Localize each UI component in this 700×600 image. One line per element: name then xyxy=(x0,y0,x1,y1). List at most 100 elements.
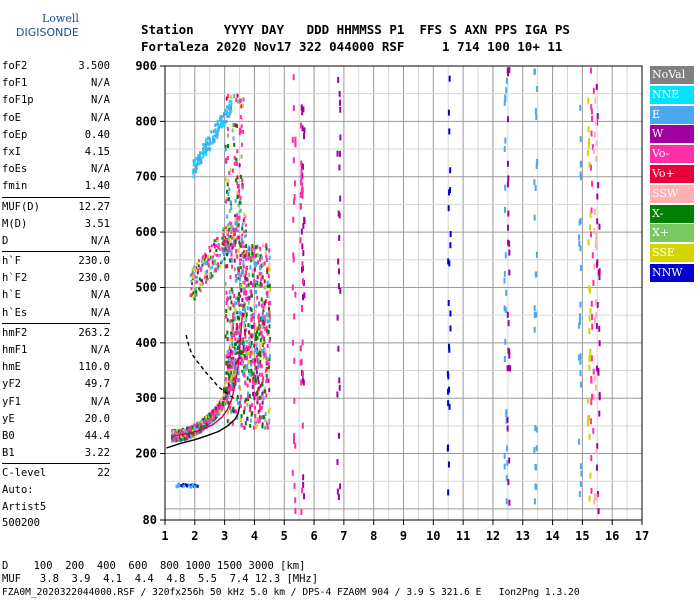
echo-point xyxy=(301,371,304,378)
echo-point xyxy=(178,483,181,487)
echo-point xyxy=(231,341,234,345)
echo-point xyxy=(268,354,271,359)
echo-point xyxy=(579,313,582,320)
echo-point xyxy=(235,98,238,103)
echo-point xyxy=(596,443,599,450)
echo-point xyxy=(234,308,237,313)
echo-point xyxy=(447,461,450,468)
footer-file-info: FZA0M_2020322044000.RSF / 320fx256h 50 k… xyxy=(2,587,580,598)
echo-point xyxy=(193,286,196,290)
echo-point xyxy=(196,268,199,272)
echo-point xyxy=(241,297,244,302)
echo-point xyxy=(268,388,271,393)
echo-point xyxy=(197,430,200,434)
echo-point xyxy=(243,354,246,358)
echo-point xyxy=(233,94,236,99)
echo-point xyxy=(259,316,262,321)
echo-point xyxy=(249,265,252,270)
echo-point xyxy=(210,266,213,270)
echo-point xyxy=(242,261,245,265)
echo-point xyxy=(244,380,247,385)
echo-point xyxy=(578,322,581,329)
echo-point xyxy=(595,365,598,372)
echo-point xyxy=(598,410,601,417)
echo-point xyxy=(257,363,260,368)
echo-point xyxy=(215,253,218,257)
echo-point xyxy=(197,154,200,158)
logo-line2: DIGISONDE xyxy=(16,26,79,39)
echo-point xyxy=(233,311,236,315)
echo-point xyxy=(248,369,251,374)
echo-point xyxy=(240,358,243,363)
echo-point xyxy=(242,345,245,350)
echo-point xyxy=(300,379,303,386)
echo-point xyxy=(301,125,304,132)
echo-point xyxy=(210,420,213,424)
echo-point xyxy=(260,324,263,329)
echo-point xyxy=(505,77,508,84)
echo-point xyxy=(234,341,237,346)
footer-muf-row: MUF 3.8 3.9 4.1 4.4 4.8 5.5 7.4 12.3 [MH… xyxy=(2,573,319,585)
echo-point xyxy=(229,229,232,233)
echo-point xyxy=(228,247,231,251)
echo-point xyxy=(250,325,253,330)
param-row: hmE 110.0 xyxy=(2,359,110,376)
echo-point xyxy=(301,339,304,346)
echo-point xyxy=(211,136,214,140)
echo-point xyxy=(223,387,226,391)
echo-point xyxy=(580,160,583,167)
x-tick-label: 3 xyxy=(221,529,228,543)
echo-point xyxy=(208,136,211,140)
echo-point xyxy=(595,448,598,455)
echo-point xyxy=(228,375,231,380)
legend-item-vo: Vo- xyxy=(650,145,694,164)
echo-point xyxy=(598,340,601,347)
echo-point xyxy=(593,375,596,382)
echo-point xyxy=(221,398,224,402)
param-row: foF2 3.500 xyxy=(2,58,110,75)
echo-point xyxy=(244,324,247,328)
echo-point xyxy=(179,431,182,435)
echo-point xyxy=(214,129,217,133)
echo-point xyxy=(249,354,252,359)
echo-point xyxy=(301,187,304,194)
echo-point xyxy=(230,383,233,388)
echo-point xyxy=(179,438,182,442)
echo-point xyxy=(249,360,252,365)
echo-point xyxy=(193,162,196,166)
echo-point xyxy=(230,252,233,257)
param-row: foEs N/A xyxy=(2,161,110,178)
echo-point xyxy=(244,331,247,336)
param-row: h`F2 230.0 xyxy=(2,270,110,287)
echo-point xyxy=(243,230,246,234)
echo-point xyxy=(253,254,256,259)
echo-point xyxy=(194,290,197,294)
echo-point xyxy=(192,432,195,436)
echo-point xyxy=(243,406,246,411)
echo-point xyxy=(228,114,231,118)
echo-point xyxy=(224,334,227,339)
echo-point xyxy=(244,270,247,275)
echo-point xyxy=(242,255,245,259)
echo-point xyxy=(199,278,202,282)
echo-point xyxy=(196,262,199,266)
echo-point xyxy=(222,251,225,255)
echo-point xyxy=(242,360,245,364)
echo-point xyxy=(507,210,510,217)
echo-point xyxy=(216,135,219,139)
echo-point xyxy=(250,308,253,313)
echo-point xyxy=(503,355,506,362)
echo-point xyxy=(227,192,230,197)
echo-point xyxy=(226,182,229,187)
echo-point xyxy=(264,425,267,430)
echo-point xyxy=(263,347,266,352)
echo-point xyxy=(300,160,303,167)
footer-distance-row: D 100 200 400 600 800 1000 1500 3000 [km… xyxy=(2,560,306,572)
echo-point xyxy=(225,96,228,101)
param-row: foE N/A xyxy=(2,110,110,127)
echo-point xyxy=(222,124,225,128)
echo-point xyxy=(241,184,244,189)
echo-point xyxy=(224,226,227,230)
echo-point xyxy=(230,364,233,369)
echo-point xyxy=(507,239,510,246)
